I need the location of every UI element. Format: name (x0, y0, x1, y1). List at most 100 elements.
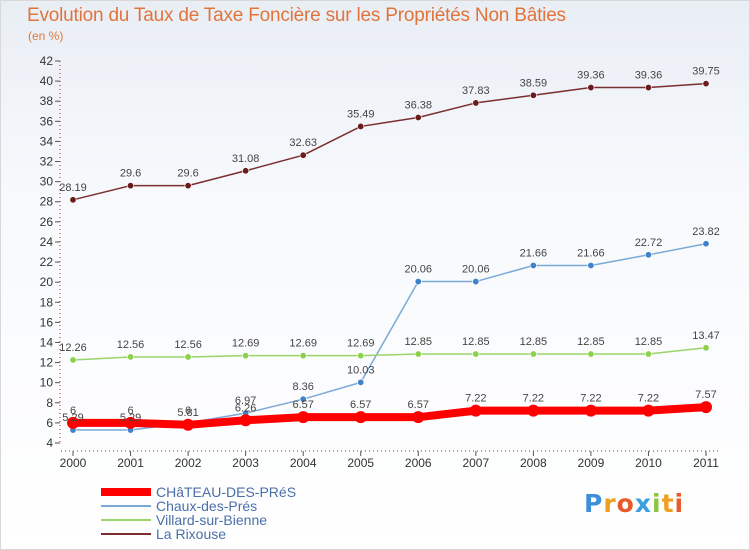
data-point (472, 99, 480, 107)
data-point (702, 80, 710, 88)
y-tick-label: 34 (40, 134, 54, 148)
x-tick-label: 2002 (175, 456, 202, 470)
data-point (69, 196, 77, 204)
data-label: 29.6 (120, 168, 141, 180)
series-layer (67, 80, 712, 434)
data-label: 22.72 (635, 237, 663, 249)
x-tick-label: 2007 (462, 456, 489, 470)
data-label: 12.56 (174, 339, 202, 351)
data-point (469, 404, 482, 417)
data-label: 12.85 (520, 336, 548, 348)
legend-label: CHâTEAU-DES-PRéS (156, 484, 297, 500)
data-point (587, 261, 595, 269)
data-point (529, 261, 537, 269)
data-label: 6.97 (235, 395, 256, 407)
data-label: 7.22 (638, 393, 659, 405)
data-label: 6 (185, 405, 191, 417)
data-point (297, 411, 310, 424)
legend-label: Chaux-des-Prés (156, 498, 258, 514)
data-label: 13.47 (692, 330, 720, 342)
data-label: 20.06 (405, 264, 433, 276)
data-point (184, 182, 192, 190)
data-label: 12.26 (59, 342, 87, 354)
data-point (529, 350, 537, 358)
x-tick-label: 2011 (693, 456, 719, 470)
y-tick-label: 8 (46, 396, 53, 410)
data-point (127, 182, 135, 190)
legend-swatch (101, 488, 151, 496)
data-label: 12.69 (347, 338, 375, 350)
y-tick-label: 6 (46, 416, 53, 430)
y-tick-label: 32 (40, 155, 54, 169)
data-label: 37.83 (462, 85, 490, 97)
data-label: 29.6 (177, 168, 198, 180)
chart-subtitle: (en %) (28, 29, 64, 43)
data-label: 7.22 (580, 393, 601, 405)
data-label: 36.38 (405, 99, 433, 111)
y-tick-label: 4 (46, 436, 53, 450)
data-point (702, 240, 710, 248)
data-label: 6.57 (408, 399, 429, 411)
x-tick-label: 2009 (578, 456, 605, 470)
data-point (700, 401, 712, 414)
legend-swatch (101, 533, 151, 535)
series-line (72, 347, 707, 361)
logo-letter: i (674, 489, 685, 518)
data-point (239, 414, 252, 427)
data-label: 5.29 (62, 412, 83, 424)
data-label: 12.69 (289, 338, 317, 350)
data-label: 10.03 (347, 364, 375, 376)
chart-title: Evolution du Taux de Taxe Foncière sur l… (27, 5, 566, 26)
logo-letter: P (584, 489, 604, 518)
y-tick-label: 22 (40, 255, 54, 269)
y-tick-label: 14 (40, 335, 54, 349)
line-chart: 4 6 8 10 12 14 16 18 20 22 24 26 28 30 32 34 36 38 40 42 200… (40, 54, 720, 470)
data-point (242, 167, 250, 175)
data-label: 6.57 (292, 399, 313, 411)
y-tick-label: 40 (40, 74, 54, 88)
data-label: 31.08 (232, 153, 260, 165)
x-tick-label: 2001 (117, 456, 144, 470)
data-label: 35.49 (347, 108, 375, 120)
data-point (644, 84, 652, 92)
data-point (584, 404, 597, 417)
data-point (642, 404, 655, 417)
data-label: 7.22 (523, 393, 544, 405)
y-tick-label: 38 (40, 94, 54, 108)
data-label: 7.22 (465, 393, 486, 405)
data-label: 20.06 (462, 264, 490, 276)
data-point (587, 84, 595, 92)
data-point (124, 416, 137, 429)
data-point (127, 353, 135, 361)
data-point (414, 113, 422, 121)
data-point (414, 350, 422, 358)
data-label: 39.36 (635, 70, 663, 82)
data-point (242, 352, 250, 360)
data-label: 21.66 (577, 247, 605, 259)
data-point (644, 350, 652, 358)
data-label: 6.26 (235, 402, 256, 414)
y-tick-label: 20 (40, 275, 54, 289)
y-tick-label: 42 (40, 54, 54, 68)
data-point (587, 350, 595, 358)
data-label: 12.56 (117, 339, 145, 351)
legend-swatch (101, 505, 151, 507)
axes: 4 6 8 10 12 14 16 18 20 22 24 26 28 30 32 34 36 38 40 42 200… (40, 54, 720, 470)
data-label: 5.81 (177, 407, 198, 419)
logo-letter: t (661, 489, 675, 518)
data-point (357, 122, 365, 130)
data-point (529, 91, 537, 99)
data-label: 12.69 (232, 338, 260, 350)
data-label: 38.59 (520, 77, 548, 89)
data-point (412, 411, 425, 424)
data-point (184, 353, 192, 361)
data-point (67, 416, 79, 429)
data-point (472, 350, 480, 358)
data-label: 39.36 (577, 70, 605, 82)
data-label: 39.75 (692, 66, 720, 78)
y-tick-label: 16 (40, 315, 54, 329)
legend-swatch (101, 519, 151, 521)
y-tick-label: 36 (40, 114, 54, 128)
data-label: 12.85 (577, 336, 605, 348)
y-tick-label: 26 (40, 215, 54, 229)
